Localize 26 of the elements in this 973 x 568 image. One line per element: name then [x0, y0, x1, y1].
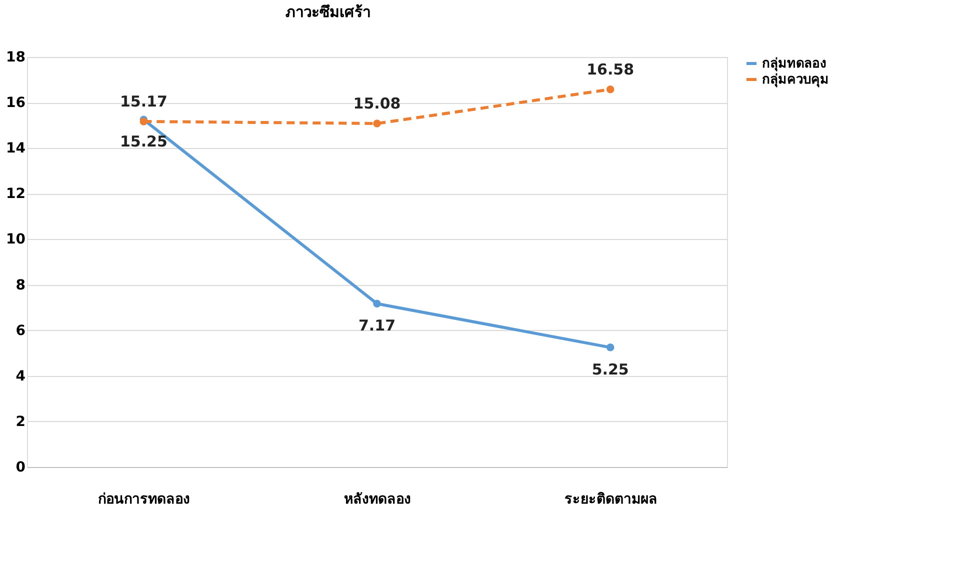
- data-label: 15.08: [353, 94, 401, 113]
- x-tick-label: ระยะติดตามผล: [564, 492, 658, 508]
- y-tick-label: 0: [16, 460, 26, 476]
- data-label: 5.25: [592, 360, 629, 378]
- data-label: 16.58: [586, 60, 634, 78]
- data-label: 15.25: [120, 132, 168, 151]
- y-tick-label: 18: [6, 50, 26, 66]
- y-tick-label: 4: [16, 368, 26, 384]
- point: [606, 85, 614, 94]
- data-label: 7.17: [358, 316, 396, 335]
- y-tick-label: 12: [6, 186, 26, 202]
- y-tick-label: 6: [16, 322, 26, 339]
- legend-label: กลุ่มควบคุม: [762, 72, 829, 88]
- x-tick-label: หลังทดลอง: [344, 492, 411, 508]
- y-tick-label: 14: [6, 140, 26, 157]
- y-tick-label: 16: [6, 95, 26, 112]
- y-tick-label: 10: [6, 232, 26, 248]
- point: [373, 300, 381, 308]
- chart-title: ภาวะซึมเศร้า: [286, 3, 371, 21]
- x-tick-label: ก่อนการทดลอง: [98, 492, 190, 508]
- data-label: 15.17: [120, 92, 168, 110]
- point: [373, 120, 381, 128]
- y-tick-label: 8: [16, 277, 26, 294]
- y-tick-label: 2: [16, 414, 26, 430]
- legend-label: กลุ่มทดลอง: [762, 56, 826, 72]
- point: [606, 344, 614, 352]
